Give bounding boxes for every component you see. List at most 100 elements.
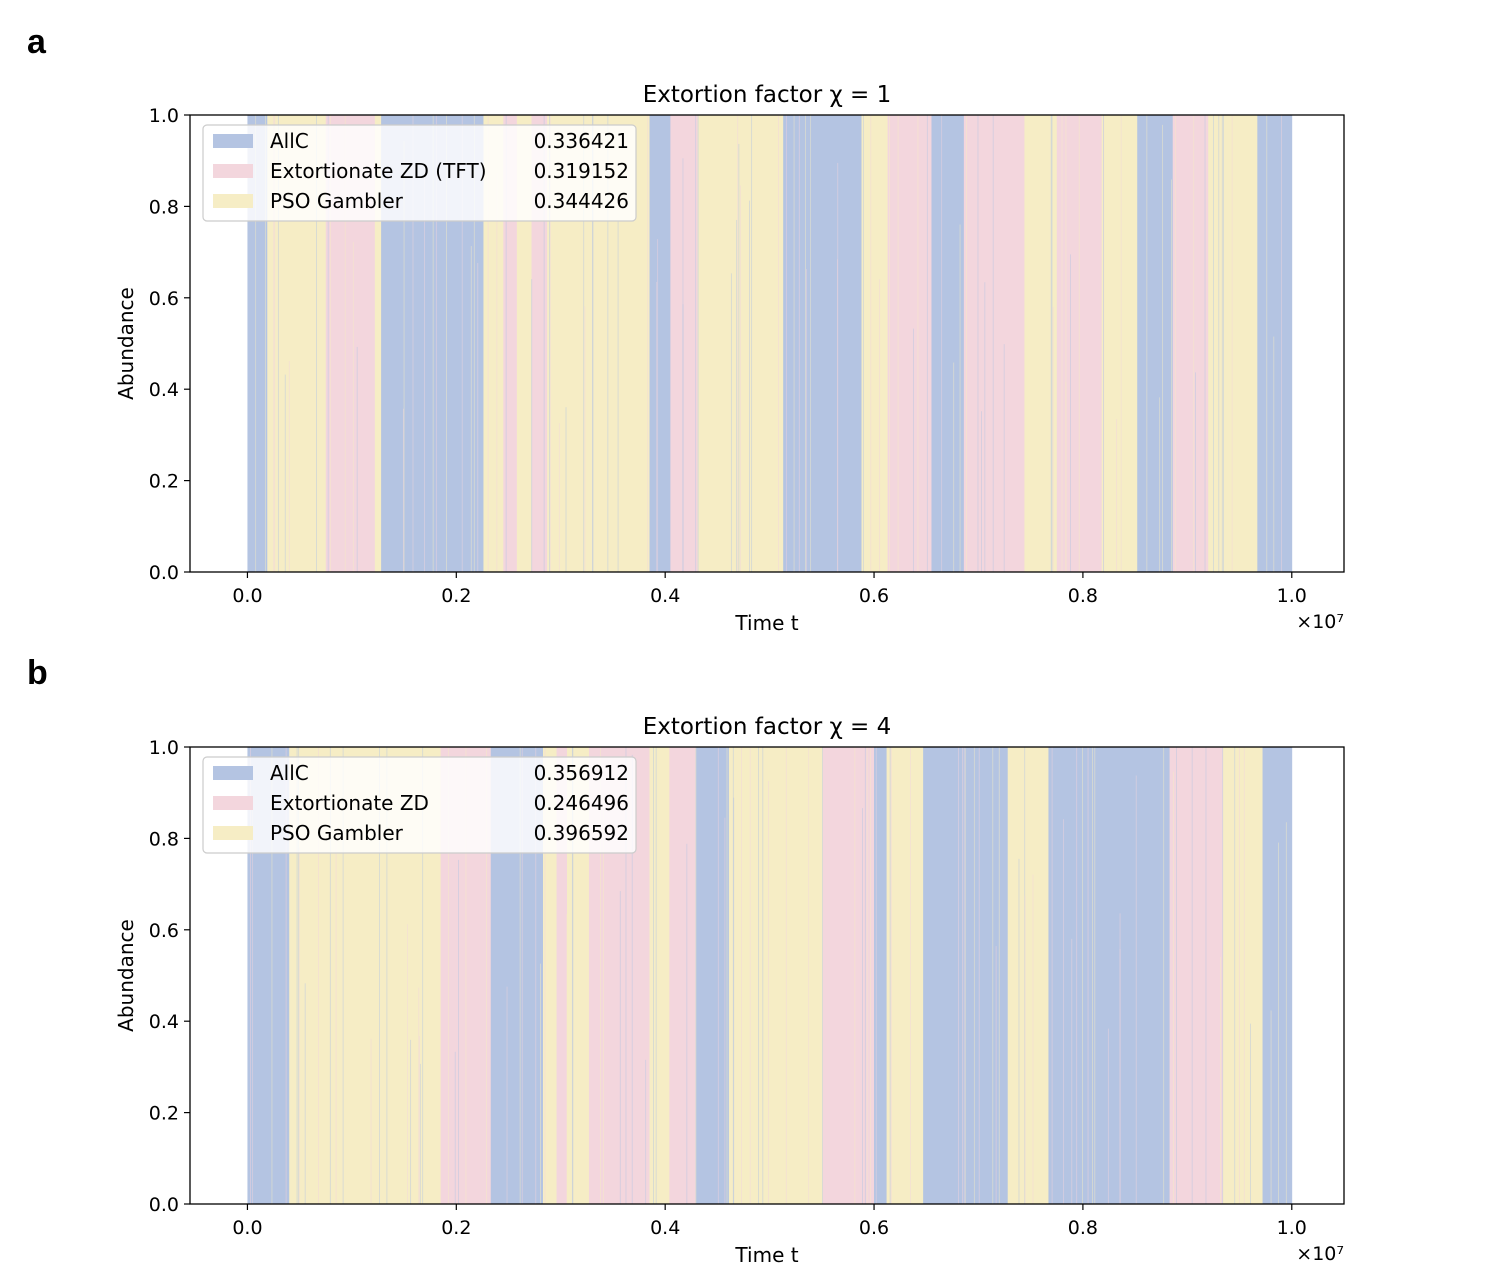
fluctuation-stripe <box>1082 747 1083 1204</box>
fluctuation-stripe <box>1213 115 1214 572</box>
fluctuation-stripe <box>726 747 728 1204</box>
fluctuation-stripe <box>252 809 253 1204</box>
fluctuation-stripe <box>749 747 751 1204</box>
fluctuation-stripe <box>758 747 759 1204</box>
legend: AllC 0.356912 Extortionate ZD 0.246496 PSO G… <box>202 756 637 854</box>
fluctuation-stripe <box>403 141 405 572</box>
fluctuation-stripe <box>477 262 479 572</box>
fluctuation-stripe <box>566 914 568 1204</box>
fluctuation-stripe <box>418 987 420 1204</box>
fluctuation-stripe <box>1191 747 1193 1204</box>
fluctuation-stripe <box>737 115 739 572</box>
fluctuation-stripe <box>1070 254 1071 572</box>
legend-label: PSO Gambler <box>270 821 404 845</box>
fluctuation-stripe <box>762 747 764 1204</box>
fluctuation-stripe <box>407 924 408 1204</box>
fluctuation-stripe <box>1146 115 1148 572</box>
fluctuation-stripe <box>973 747 975 1204</box>
y-tick-label: 0.8 <box>149 828 179 850</box>
fluctuation-stripe <box>998 747 1000 1204</box>
fluctuation-stripe <box>749 200 750 572</box>
fluctuation-stripe <box>458 859 459 1204</box>
fluctuation-stripe <box>862 115 864 572</box>
fluctuation-stripe <box>959 224 961 572</box>
fluctuation-stripe <box>329 747 331 1204</box>
fluctuation-stripe <box>717 747 719 1204</box>
area-segment <box>1101 115 1138 572</box>
fluctuation-stripe <box>583 115 585 572</box>
x-tick-label: 0.8 <box>1068 1217 1098 1239</box>
area-segment <box>695 747 730 1204</box>
area-segment <box>1222 747 1263 1204</box>
fluctuation-stripe <box>1116 419 1118 572</box>
fluctuation-stripe <box>1163 747 1165 1204</box>
fluctuation-stripe <box>1222 747 1224 1204</box>
fluctuation-stripe <box>625 747 627 1204</box>
fluctuation-stripe <box>1071 938 1073 1204</box>
fluctuation-stripe <box>977 115 979 572</box>
fluctuation-stripe <box>284 374 286 572</box>
fluctuation-stripe <box>487 115 489 572</box>
x-tick-label: 0.8 <box>1068 585 1098 607</box>
fluctuation-stripe <box>695 747 697 1204</box>
fluctuation-stripe <box>1050 115 1052 572</box>
fluctuation-stripe <box>298 847 300 1204</box>
y-tick-label: 0.6 <box>149 288 179 310</box>
fluctuation-stripe <box>318 747 319 1204</box>
fluctuation-stripe <box>558 423 560 572</box>
x-tick-label: 0.6 <box>859 1217 889 1239</box>
fluctuation-stripe <box>592 115 594 572</box>
fluctuation-stripe <box>617 221 619 572</box>
fluctuation-stripe <box>657 239 659 573</box>
fluctuation-stripe <box>549 115 550 572</box>
fluctuation-stripe <box>1052 306 1054 572</box>
fluctuation-stripe <box>1238 747 1240 1204</box>
x-tick-label: 0.2 <box>441 1217 471 1239</box>
area-segment <box>887 115 932 572</box>
fluctuation-stripe <box>992 747 994 1204</box>
chart-title: Extortion factor χ = 4 <box>643 714 892 740</box>
fluctuation-stripe <box>854 747 856 1204</box>
fluctuation-stripe <box>964 748 966 1204</box>
fluctuation-stripe <box>1220 956 1222 1204</box>
fluctuation-stripe <box>535 747 537 1204</box>
fluctuation-stripe <box>785 747 787 1204</box>
fluctuation-stripe <box>864 747 866 1204</box>
y-tick-label: 0.4 <box>149 1011 179 1033</box>
fluctuation-stripe <box>412 115 414 572</box>
fluctuation-stripe <box>656 281 658 572</box>
y-tick-label: 0.0 <box>149 1194 179 1216</box>
fluctuation-stripe <box>1285 822 1287 1204</box>
fluctuation-stripe <box>1204 115 1206 572</box>
fluctuation-stripe <box>473 115 475 572</box>
x-axis-label: Time t <box>734 1243 798 1267</box>
fluctuation-stripe <box>1223 115 1224 572</box>
fluctuation-stripe <box>978 747 980 1204</box>
fluctuation-stripe <box>250 747 251 1204</box>
area-segment <box>670 115 698 572</box>
fluctuation-stripe <box>981 411 982 572</box>
fluctuation-stripe <box>1205 747 1207 1204</box>
area-segment <box>247 115 268 572</box>
area-segment <box>861 115 889 572</box>
axes-frame <box>189 746 1345 1205</box>
fluctuation-stripe <box>304 983 306 1204</box>
y-axis-label: Abundance <box>114 919 138 1032</box>
legend-box <box>202 124 637 222</box>
fluctuation-stripe <box>741 747 742 1204</box>
area-segment <box>649 115 671 572</box>
area-segment <box>503 115 518 572</box>
fluctuation-stripe <box>1063 819 1064 1204</box>
fluctuation-stripe <box>277 115 279 572</box>
fluctuation-stripe <box>619 891 621 1204</box>
area-segment <box>483 115 504 572</box>
fluctuation-stripe <box>798 115 800 572</box>
fluctuation-stripe <box>454 1051 456 1204</box>
x-tick-label: 0.0 <box>232 1217 262 1239</box>
area-segment <box>556 747 568 1204</box>
fluctuation-stripe <box>730 273 732 572</box>
x-tick-label: 0.2 <box>441 585 471 607</box>
fluctuation-stripe <box>1173 771 1174 1204</box>
area-segment <box>649 747 670 1204</box>
legend-swatch <box>213 766 253 780</box>
